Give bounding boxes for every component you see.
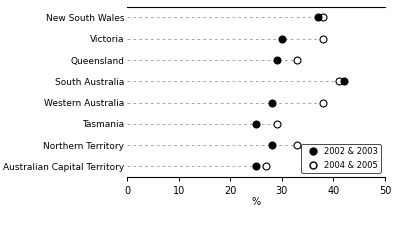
X-axis label: %: % (252, 197, 260, 207)
Legend: 2002 & 2003, 2004 & 2005: 2002 & 2003, 2004 & 2005 (301, 144, 381, 173)
